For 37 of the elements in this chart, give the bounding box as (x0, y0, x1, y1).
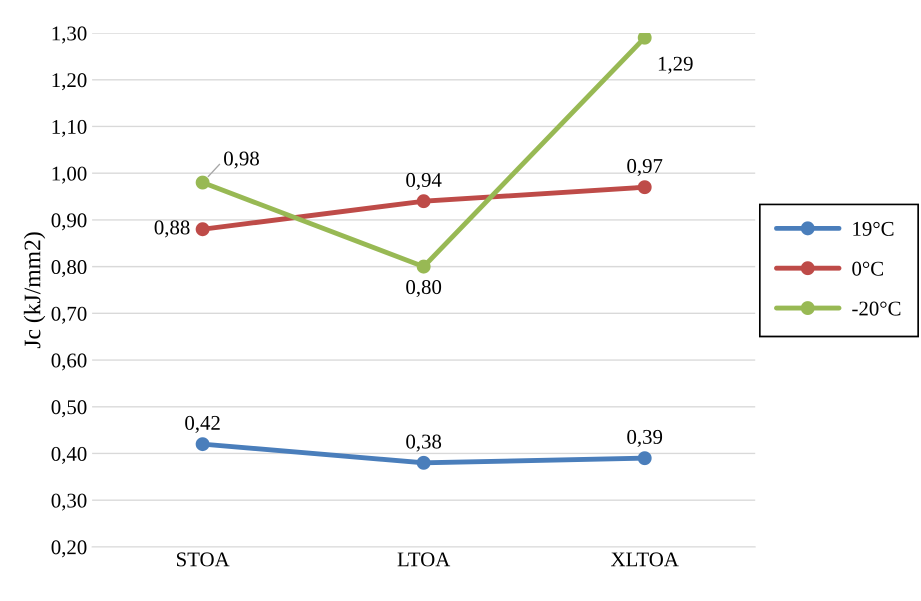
data-label: 0,94 (406, 172, 442, 190)
data-label: 0,88 (154, 220, 190, 238)
data-label: 0,97 (627, 158, 662, 176)
legend-label: -20°C (852, 302, 900, 316)
point (196, 176, 210, 190)
point (196, 222, 210, 236)
x-tick-label: XLTOA (611, 552, 679, 566)
data-label: 0,39 (627, 430, 662, 447)
y-tick-label: 1,30 (52, 26, 86, 44)
y-tick-label: 0,20 (52, 540, 86, 558)
data-label: 0,98 (224, 151, 259, 169)
y-tick-label: 1,20 (52, 73, 86, 90)
data-label: 0,38 (406, 434, 442, 452)
y-tick-label: 0,40 (52, 446, 86, 464)
point (416, 260, 431, 274)
x-tick-label: LTOA (398, 552, 450, 566)
y-tick-label: 0,60 (52, 353, 86, 370)
point (416, 194, 431, 208)
y-tick-label: 1,00 (52, 166, 86, 184)
point (638, 33, 652, 45)
point (416, 456, 431, 470)
y-tick-label: 0,50 (52, 400, 86, 418)
y-tick-label: 0,90 (52, 213, 86, 230)
y-tick-label: 1,10 (52, 120, 86, 137)
legend-label: 0°C (852, 262, 883, 276)
y-tick-label: 0,70 (52, 306, 86, 324)
y-tick-label: 0,80 (52, 260, 86, 278)
legend-label: 19°C (853, 222, 894, 236)
point (196, 437, 210, 452)
y-tick-label: 0,30 (52, 494, 86, 511)
point (638, 451, 652, 466)
x-tick-label: STOA (176, 552, 230, 566)
y-axis-title: Jc (kJ/mm2) (24, 232, 46, 348)
point (638, 180, 652, 194)
data-label: 1,29 (658, 56, 693, 74)
data-label: 0,42 (185, 416, 220, 433)
data-label: 0,80 (406, 280, 442, 298)
